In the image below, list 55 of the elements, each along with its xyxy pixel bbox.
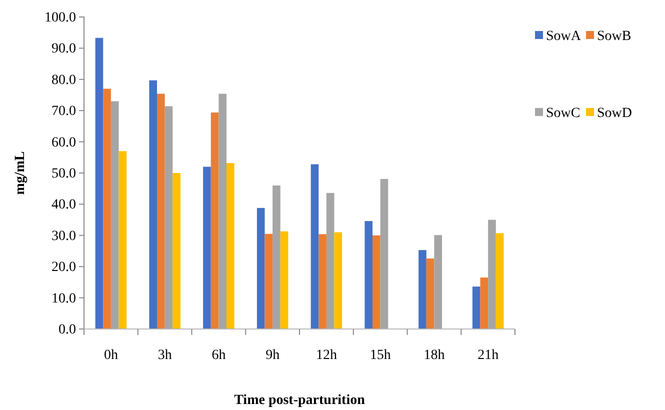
- bar: [434, 235, 442, 329]
- y-tick-label: 60.0: [52, 135, 76, 150]
- bar: [218, 94, 226, 329]
- x-tick-label: 3h: [158, 348, 172, 363]
- bar: [103, 88, 111, 329]
- legend-label: SowC: [546, 106, 580, 121]
- y-tick-label: 30.0: [52, 228, 76, 244]
- bar: [272, 185, 280, 329]
- bar: [426, 258, 434, 329]
- x-tick-label: 12h: [316, 348, 337, 363]
- bar: [226, 163, 234, 329]
- bar: [418, 250, 426, 329]
- bar: [210, 112, 219, 329]
- x-tick-label: 18h: [424, 348, 445, 363]
- legend-label: SowD: [597, 106, 632, 121]
- bar: [318, 234, 326, 329]
- bar: [280, 231, 288, 329]
- bar: [264, 234, 273, 329]
- y-tick-label: 40.0: [52, 198, 76, 213]
- bar: [380, 178, 388, 329]
- x-tick-label: 0h: [104, 348, 118, 363]
- y-tick-label: 100.0: [44, 10, 76, 26]
- bar: [334, 232, 342, 329]
- bar: [149, 80, 157, 329]
- y-tick-label: 20.0: [52, 260, 76, 276]
- bar: [172, 173, 180, 329]
- x-tick-label: 6h: [212, 348, 226, 363]
- y-tick-label: 90.0: [52, 42, 76, 57]
- y-tick-label: 50.0: [52, 166, 76, 182]
- x-tick-label: 9h: [266, 348, 280, 363]
- bar: [488, 220, 496, 329]
- bar: [157, 94, 165, 329]
- bar: [164, 106, 173, 329]
- legend-label: SowA: [546, 29, 582, 44]
- bar: [95, 38, 104, 329]
- legend-label: SowB: [597, 29, 632, 44]
- bar: [372, 235, 380, 329]
- bar: [364, 221, 372, 329]
- bar: [310, 164, 319, 329]
- bar: [472, 286, 480, 329]
- bar: [326, 192, 334, 329]
- y-tick-label: 10.0: [52, 291, 76, 306]
- bar: [110, 101, 119, 329]
- y-tick-label: 0.0: [58, 322, 76, 338]
- x-axis-title: Time post-parturition: [234, 393, 366, 408]
- bar: [118, 151, 127, 329]
- bar: [256, 208, 265, 329]
- x-tick-label: 21h: [478, 348, 499, 363]
- y-axis-title: mg/mL: [13, 151, 28, 195]
- y-tick-label: 70.0: [52, 104, 76, 120]
- bar: [496, 233, 504, 329]
- bar: [203, 166, 211, 329]
- x-tick-label: 15h: [370, 348, 391, 363]
- y-tick-label: 80.0: [52, 72, 76, 88]
- bar: [480, 278, 488, 329]
